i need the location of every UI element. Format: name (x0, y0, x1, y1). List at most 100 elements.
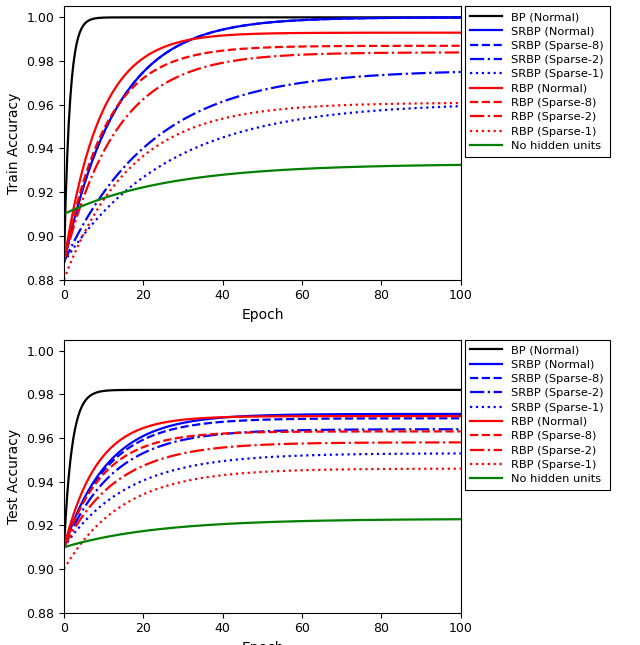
Legend: BP (Normal), SRBP (Normal), SRBP (Sparse-8), SRBP (Sparse-2), SRBP (Sparse-1), R: BP (Normal), SRBP (Normal), SRBP (Sparse… (465, 340, 610, 490)
SRBP (Sparse-2) (275, 427, 282, 435)
RBP (Normal) (385, 29, 393, 37)
RBP (Sparse-2) (385, 439, 393, 446)
SRBP (Sparse-2) (385, 71, 393, 79)
RBP (Sparse-2) (60, 543, 68, 551)
RBP (Sparse-1) (385, 465, 393, 473)
X-axis label: Epoch: Epoch (241, 308, 284, 322)
SRBP (Sparse-1) (248, 125, 256, 133)
RBP (Sparse-1) (251, 468, 259, 476)
SRBP (Normal) (251, 20, 259, 28)
SRBP (Normal) (385, 14, 393, 22)
RBP (Sparse-2) (296, 440, 304, 448)
RBP (Sparse-1) (275, 467, 282, 475)
BP (Normal) (260, 14, 268, 21)
Line: RBP (Sparse-8): RBP (Sparse-8) (64, 46, 461, 262)
SRBP (Sparse-1) (251, 454, 259, 462)
SRBP (Sparse-8) (296, 16, 304, 24)
RBP (Sparse-1) (457, 465, 465, 473)
RBP (Normal) (296, 412, 304, 420)
No hidden units (275, 518, 282, 526)
RBP (Sparse-1) (296, 466, 304, 474)
No hidden units (447, 515, 455, 523)
BP (Normal) (248, 14, 256, 21)
Line: SRBP (Sparse-8): SRBP (Sparse-8) (64, 419, 461, 547)
BP (Normal) (386, 386, 394, 393)
RBP (Normal) (275, 30, 282, 37)
RBP (Sparse-2) (457, 439, 465, 446)
SRBP (Sparse-2) (296, 426, 304, 434)
RBP (Sparse-8) (248, 428, 256, 436)
Line: SRBP (Sparse-2): SRBP (Sparse-2) (64, 430, 461, 547)
No hidden units (385, 162, 393, 170)
RBP (Sparse-8) (60, 258, 68, 266)
RBP (Sparse-8) (447, 428, 455, 435)
SRBP (Normal) (60, 258, 68, 266)
SRBP (Sparse-8) (60, 258, 68, 266)
Line: SRBP (Sparse-1): SRBP (Sparse-1) (64, 106, 461, 262)
SRBP (Sparse-1) (275, 453, 282, 461)
SRBP (Sparse-1) (296, 451, 304, 459)
BP (Normal) (457, 386, 465, 393)
No hidden units (275, 166, 282, 174)
SRBP (Sparse-1) (275, 119, 282, 127)
SRBP (Sparse-2) (447, 426, 455, 433)
Line: RBP (Normal): RBP (Normal) (64, 416, 461, 547)
SRBP (Sparse-8) (457, 415, 465, 422)
Legend: BP (Normal), SRBP (Normal), SRBP (Sparse-8), SRBP (Sparse-2), SRBP (Sparse-1), R: BP (Normal), SRBP (Normal), SRBP (Sparse… (465, 6, 610, 157)
BP (Normal) (457, 14, 465, 21)
RBP (Normal) (60, 543, 68, 551)
SRBP (Normal) (385, 410, 393, 418)
BP (Normal) (337, 386, 344, 393)
SRBP (Sparse-1) (60, 543, 68, 551)
RBP (Sparse-1) (296, 104, 304, 112)
RBP (Sparse-8) (251, 44, 259, 52)
BP (Normal) (296, 386, 304, 393)
RBP (Sparse-2) (296, 51, 304, 59)
RBP (Sparse-8) (60, 543, 68, 551)
SRBP (Sparse-2) (296, 79, 304, 87)
Line: SRBP (Sparse-8): SRBP (Sparse-8) (64, 17, 461, 262)
RBP (Sparse-1) (251, 108, 259, 116)
RBP (Sparse-2) (385, 49, 393, 57)
No hidden units (60, 210, 68, 218)
RBP (Sparse-1) (447, 465, 455, 473)
SRBP (Sparse-2) (248, 428, 256, 436)
RBP (Sparse-2) (275, 52, 282, 60)
RBP (Sparse-1) (248, 469, 256, 477)
Line: SRBP (Normal): SRBP (Normal) (64, 17, 461, 262)
No hidden units (248, 168, 256, 176)
SRBP (Sparse-8) (275, 415, 282, 423)
RBP (Normal) (385, 412, 393, 420)
RBP (Normal) (248, 30, 256, 38)
Line: BP (Normal): BP (Normal) (64, 390, 461, 547)
No hidden units (385, 516, 393, 524)
RBP (Normal) (275, 412, 282, 420)
SRBP (Sparse-1) (447, 450, 455, 457)
Y-axis label: Train Accuracy: Train Accuracy (7, 92, 20, 194)
RBP (Normal) (251, 413, 259, 421)
RBP (Sparse-2) (251, 441, 259, 449)
RBP (Normal) (447, 412, 455, 420)
Line: SRBP (Normal): SRBP (Normal) (64, 414, 461, 547)
SRBP (Sparse-8) (447, 14, 455, 21)
Line: RBP (Sparse-8): RBP (Sparse-8) (64, 432, 461, 547)
SRBP (Sparse-2) (251, 88, 259, 95)
SRBP (Normal) (248, 21, 256, 28)
RBP (Sparse-1) (275, 106, 282, 114)
Line: No hidden units: No hidden units (64, 165, 461, 214)
RBP (Sparse-1) (457, 99, 465, 107)
BP (Normal) (386, 14, 394, 21)
SRBP (Normal) (251, 412, 259, 419)
SRBP (Sparse-1) (457, 450, 465, 457)
RBP (Sparse-2) (275, 441, 282, 448)
RBP (Sparse-2) (457, 48, 465, 56)
SRBP (Normal) (447, 14, 455, 21)
RBP (Normal) (248, 413, 256, 421)
SRBP (Sparse-1) (248, 454, 256, 462)
SRBP (Normal) (275, 17, 282, 25)
Line: No hidden units: No hidden units (64, 519, 461, 547)
RBP (Sparse-8) (296, 43, 304, 50)
RBP (Sparse-8) (275, 43, 282, 51)
SRBP (Sparse-8) (385, 415, 393, 422)
SRBP (Sparse-2) (447, 68, 455, 76)
